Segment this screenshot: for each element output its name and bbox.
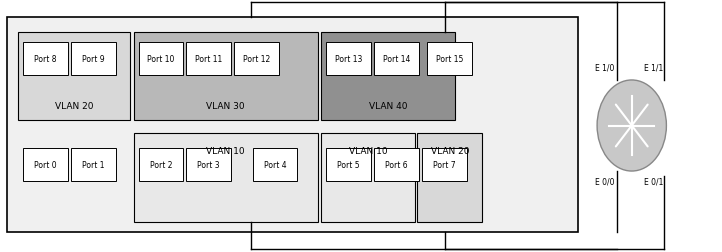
Text: E 1/1: E 1/1: [644, 64, 663, 73]
FancyBboxPatch shape: [186, 43, 231, 76]
FancyBboxPatch shape: [139, 43, 183, 76]
Text: Port 7: Port 7: [433, 161, 456, 170]
FancyBboxPatch shape: [417, 134, 482, 222]
Text: Port 15: Port 15: [436, 55, 464, 64]
FancyBboxPatch shape: [253, 149, 297, 181]
FancyBboxPatch shape: [23, 43, 68, 76]
FancyBboxPatch shape: [422, 149, 467, 181]
Text: E 0/0: E 0/0: [595, 177, 615, 186]
FancyBboxPatch shape: [134, 33, 318, 121]
FancyBboxPatch shape: [23, 149, 68, 181]
FancyBboxPatch shape: [326, 43, 371, 76]
Text: E 0/1: E 0/1: [644, 177, 663, 186]
Text: Port 0: Port 0: [34, 161, 57, 170]
Text: VLAN 30: VLAN 30: [206, 101, 245, 110]
Text: Port 14: Port 14: [383, 55, 410, 64]
FancyBboxPatch shape: [134, 134, 318, 222]
Ellipse shape: [597, 81, 666, 171]
FancyBboxPatch shape: [186, 149, 231, 181]
FancyBboxPatch shape: [321, 33, 455, 121]
Text: Port 3: Port 3: [197, 161, 220, 170]
Text: VLAN 20: VLAN 20: [430, 147, 469, 156]
Text: VLAN 40: VLAN 40: [369, 101, 407, 110]
Text: VLAN 10: VLAN 10: [206, 147, 245, 156]
Text: Port 11: Port 11: [195, 55, 222, 64]
Text: Port 8: Port 8: [34, 55, 57, 64]
FancyBboxPatch shape: [427, 43, 472, 76]
Text: VLAN 10: VLAN 10: [349, 147, 388, 156]
FancyBboxPatch shape: [7, 18, 578, 232]
Text: VLAN 20: VLAN 20: [55, 101, 93, 110]
FancyBboxPatch shape: [71, 149, 116, 181]
FancyBboxPatch shape: [321, 134, 415, 222]
FancyBboxPatch shape: [374, 43, 419, 76]
FancyBboxPatch shape: [326, 149, 371, 181]
Text: E 1/0: E 1/0: [596, 64, 614, 73]
FancyBboxPatch shape: [139, 149, 183, 181]
Text: Port 2: Port 2: [149, 161, 173, 170]
FancyBboxPatch shape: [71, 43, 116, 76]
Text: Port 6: Port 6: [385, 161, 408, 170]
FancyBboxPatch shape: [18, 33, 130, 121]
FancyBboxPatch shape: [374, 149, 419, 181]
Text: Port 12: Port 12: [243, 55, 270, 64]
FancyBboxPatch shape: [234, 43, 279, 76]
Text: Port 13: Port 13: [335, 55, 362, 64]
Text: Port 10: Port 10: [147, 55, 175, 64]
Text: Port 1: Port 1: [82, 161, 105, 170]
Text: Port 5: Port 5: [337, 161, 360, 170]
Text: Port 4: Port 4: [264, 161, 287, 170]
Text: Port 9: Port 9: [82, 55, 105, 64]
